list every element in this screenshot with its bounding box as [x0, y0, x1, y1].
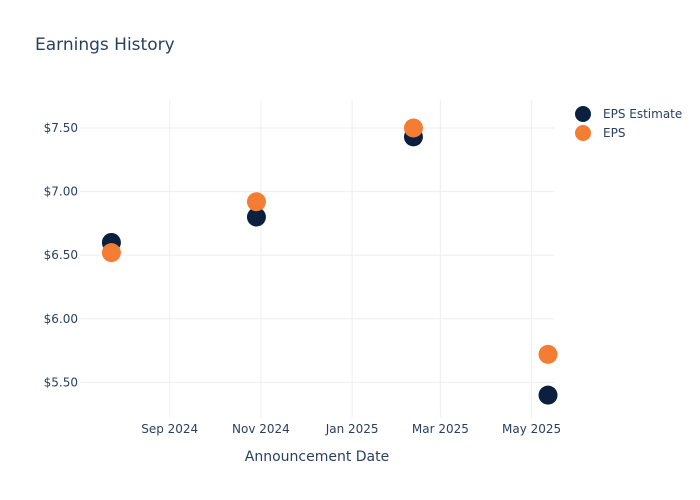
legend-marker[interactable]: [575, 106, 591, 122]
x-tick-label: Nov 2024: [232, 422, 290, 436]
y-tick-label: $7.00: [44, 185, 78, 199]
y-tick-label: $6.00: [44, 312, 78, 326]
series-0: [101, 127, 558, 405]
series-1: [101, 118, 558, 364]
data-point[interactable]: [101, 243, 121, 263]
grid-lines: [80, 100, 554, 418]
x-tick-label: Jan 2025: [325, 422, 379, 436]
legend[interactable]: EPS Estimate EPS: [575, 106, 682, 141]
legend-label[interactable]: EPS: [603, 126, 625, 140]
x-axis-title: Announcement Date: [245, 449, 389, 465]
y-tick-label: $7.50: [44, 121, 78, 135]
y-tick-label: $5.50: [44, 375, 78, 389]
data-point[interactable]: [246, 207, 266, 227]
y-axis-ticks: $5.50 $6.00 $6.50 $7.00 $7.50: [44, 121, 78, 389]
chart-title: Earnings History: [35, 35, 175, 55]
x-tick-label: Sep 2024: [141, 422, 198, 436]
legend-label[interactable]: EPS Estimate: [603, 107, 682, 121]
x-tick-label: May 2025: [502, 422, 561, 436]
data-point[interactable]: [403, 118, 423, 138]
y-tick-label: $6.50: [44, 248, 78, 262]
x-tick-label: Mar 2025: [412, 422, 469, 436]
legend-marker[interactable]: [575, 125, 591, 141]
data-point[interactable]: [538, 385, 558, 405]
x-axis-ticks: Sep 2024 Nov 2024 Jan 2025 Mar 2025 May 2025: [141, 422, 561, 436]
data-points: [101, 118, 558, 405]
data-point[interactable]: [246, 192, 266, 212]
data-point[interactable]: [538, 344, 558, 364]
